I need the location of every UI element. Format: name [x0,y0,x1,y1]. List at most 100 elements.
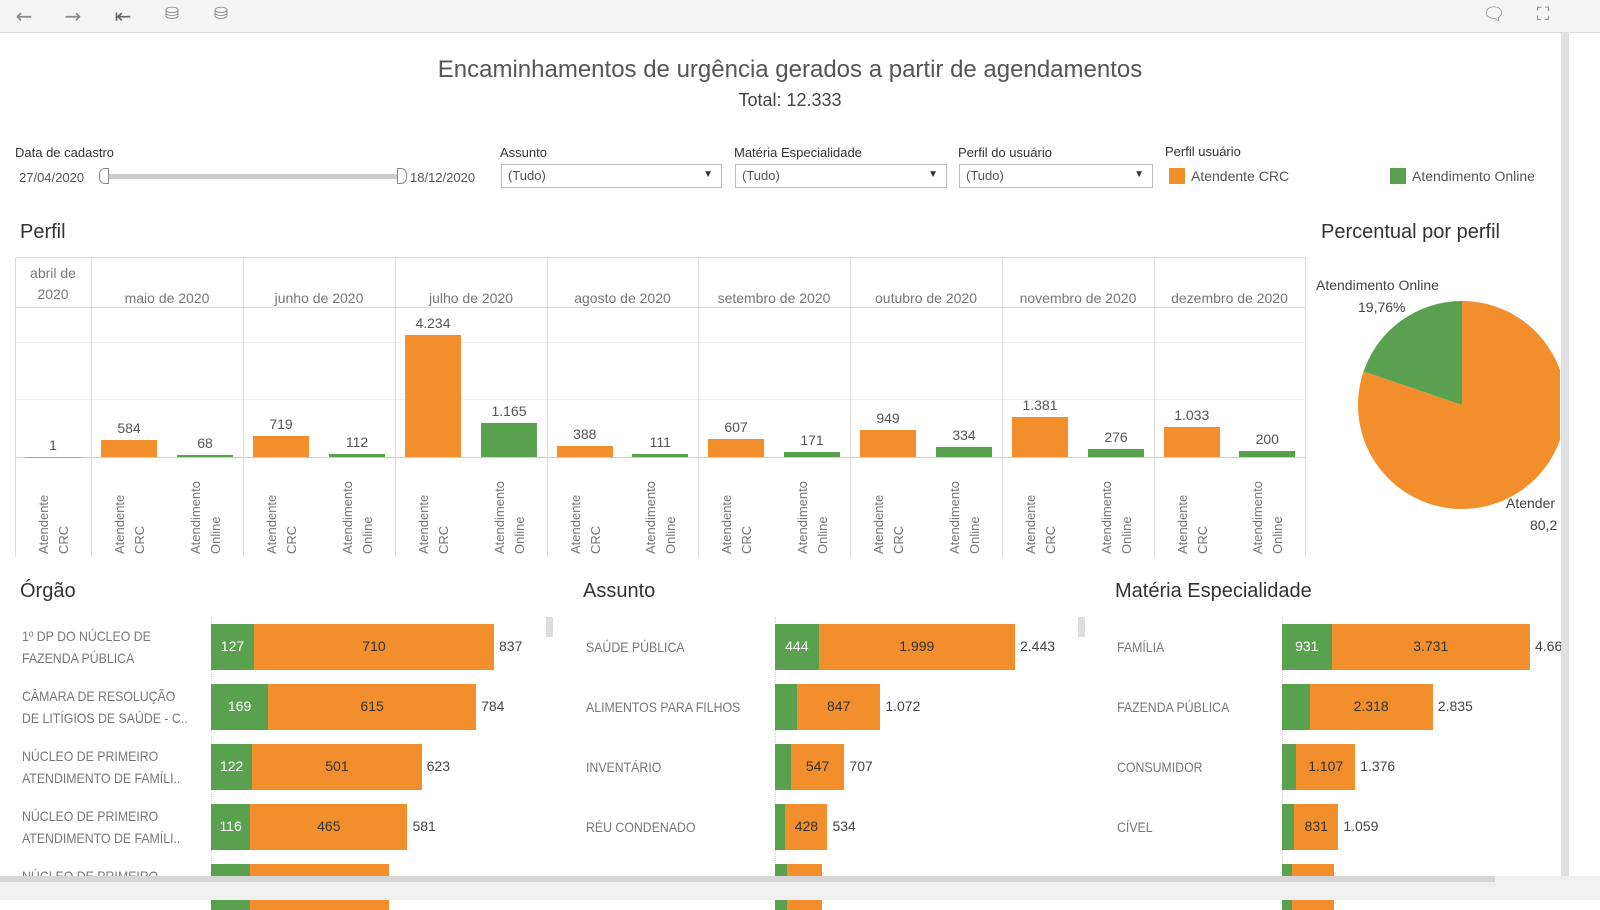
page-vertical-scrollbar[interactable] [1561,33,1569,876]
header-divider [15,307,1305,308]
fullscreen-icon[interactable]: ⛶ [1536,4,1550,25]
pause-updates-icon[interactable]: ⛁ [213,4,229,24]
axis-label: Online [1119,516,1134,554]
axis-label: Atendimento [795,481,810,554]
comment-icon[interactable]: 🗨 [1482,4,1506,25]
bar-online[interactable] [1282,744,1297,790]
column-divider [1154,257,1155,557]
legend-item-crc[interactable]: Atendente CRC [1169,168,1289,184]
month-header: outubro de 2020 [875,290,977,306]
bar-crc[interactable] [253,436,309,457]
pie-chart-title: Percentual por perfil [1321,221,1500,243]
pie-slice-crc[interactable] [1358,301,1560,509]
total-count: Total: 12.333 [738,90,842,110]
bar-value-label: 276 [1104,429,1128,446]
row-label: FAZENDA PÚBLICA [22,650,135,666]
date-range-slider[interactable] [105,174,403,179]
bar-value-label: 4.234 [415,314,451,331]
axis-label: Atendente [264,494,279,554]
materia-dropdown[interactable]: (Tudo) ▼ [735,164,947,188]
bar-crc[interactable]: 710 [253,624,494,670]
slider-start-handle[interactable] [99,168,109,184]
bar-value-label: 607 [724,419,748,436]
bar-crc[interactable]: 547 [790,744,845,790]
forward-arrow-icon[interactable]: → [64,4,82,28]
legend-item-online[interactable]: Atendimento Online [1390,168,1535,184]
bar-crc[interactable] [1163,427,1220,457]
pie-label-online: Atendimento Online [1316,277,1439,293]
bar-crc[interactable] [25,456,81,458]
bar-online[interactable] [1282,804,1295,850]
back-arrow-icon[interactable]: ← [15,4,33,28]
bar-crc[interactable] [405,334,461,457]
column-divider [91,257,92,557]
bar-online[interactable] [632,453,689,457]
column-divider [15,257,16,557]
bar-crc[interactable]: 1.107 [1296,744,1356,790]
bar-online[interactable] [784,452,840,457]
bar-crc[interactable]: 1.999 [818,624,1015,670]
month-header: setembro de 2020 [717,290,831,306]
bar-online[interactable]: 122 [211,744,253,790]
bar-online[interactable] [775,804,786,850]
bar-crc[interactable]: 428 [785,804,828,850]
bar-online[interactable] [775,684,798,730]
bar-crc[interactable]: 831 [1294,804,1339,850]
column-divider [395,257,396,557]
materia-chart-title: Matéria Especialidade [1115,580,1312,602]
bar-crc[interactable] [1012,417,1068,457]
total-value: 1.376 [1360,758,1396,774]
bar-crc[interactable]: 465 [250,804,408,850]
chevron-down-icon: ▼ [703,169,713,180]
bar-online[interactable] [177,455,233,457]
orgao-chart-title: Órgão [20,580,76,602]
bar-online[interactable] [936,447,992,457]
refresh-data-icon[interactable]: ⛁ [164,4,180,24]
bar-online[interactable] [1088,449,1144,457]
crc-value: 428 [794,818,819,834]
pie-pct-online: 19,76% [1358,299,1406,315]
bar-value-label: 1.165 [491,403,527,420]
bar-online[interactable] [329,453,385,457]
month-header: julho de 2020 [428,290,514,306]
bar-crc[interactable] [708,439,764,457]
bar-online[interactable]: 444 [775,624,819,670]
bar-crc[interactable]: 2.318 [1309,684,1433,730]
pie-chart [1358,301,1560,509]
bar-crc[interactable]: 3.731 [1331,624,1530,670]
bar-value-label: 584 [117,420,141,437]
bar-online[interactable]: 931 [1282,624,1332,670]
bar-crc[interactable]: 615 [268,684,477,730]
axis-label: Online [967,516,982,554]
bar-online[interactable]: 127 [211,624,254,670]
crc-value: 710 [362,638,386,654]
orgao-scrollbar[interactable] [546,617,553,637]
online-value: 931 [1295,638,1319,654]
materia-value: (Tudo) [742,168,780,183]
perfil-dropdown[interactable]: (Tudo) ▼ [959,164,1153,188]
bar-crc[interactable]: 847 [797,684,881,730]
axis-label: Atendimento [340,481,355,554]
assunto-scrollbar[interactable] [1078,617,1085,637]
bar-value-label: 112 [345,433,369,450]
bar-online[interactable] [1282,684,1310,730]
pie-slice-online[interactable] [1363,301,1462,405]
bar-crc[interactable] [860,429,916,457]
bar-online[interactable]: 116 [211,804,251,850]
total-value: 534 [832,818,856,834]
pie-label-crc: Atender [1506,495,1556,511]
bar-crc[interactable] [556,445,613,457]
axis-label: Online [663,516,679,554]
revert-icon[interactable]: ⇤ [114,4,132,28]
bar-value-label: 719 [269,416,293,433]
assunto-dropdown[interactable]: (Tudo) ▼ [501,164,722,188]
bar-crc[interactable] [101,440,157,457]
bar-online[interactable] [481,423,537,457]
bar-online[interactable]: 169 [211,684,269,730]
horizontal-scroll-thumb[interactable] [0,876,1495,882]
bar-online[interactable] [1239,451,1296,457]
axis-label: CRC [739,525,754,554]
bar-online[interactable] [775,744,791,790]
slider-end-handle[interactable] [397,168,407,184]
bar-crc[interactable]: 501 [252,744,422,790]
